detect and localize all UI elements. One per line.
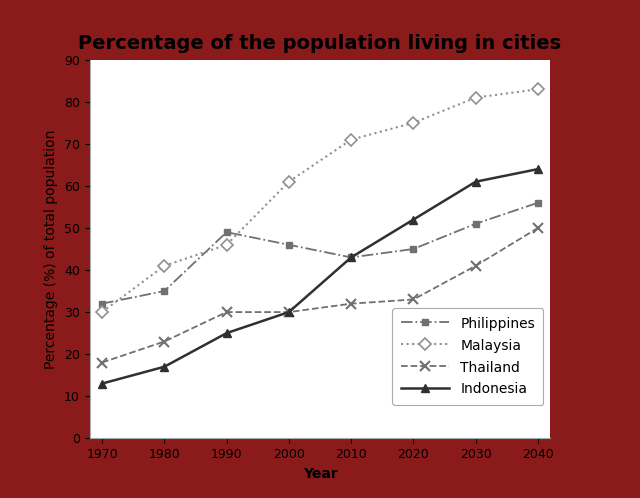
Indonesia bbox=[285, 309, 292, 315]
Indonesia bbox=[161, 364, 168, 370]
Thailand bbox=[161, 339, 168, 345]
Malaysia bbox=[98, 309, 106, 315]
Malaysia bbox=[472, 95, 479, 101]
Indonesia bbox=[223, 330, 230, 336]
Malaysia bbox=[223, 242, 230, 248]
Line: Malaysia: Malaysia bbox=[98, 85, 542, 316]
Philippines bbox=[472, 221, 479, 227]
Title: Percentage of the population living in cities: Percentage of the population living in c… bbox=[79, 34, 561, 53]
Thailand bbox=[348, 301, 355, 307]
Philippines bbox=[534, 200, 542, 206]
Malaysia bbox=[534, 86, 542, 92]
Thailand bbox=[410, 296, 417, 302]
Thailand bbox=[534, 225, 542, 231]
Malaysia bbox=[161, 263, 168, 269]
Thailand bbox=[285, 309, 292, 315]
Malaysia bbox=[285, 179, 292, 185]
Indonesia bbox=[348, 254, 355, 260]
Indonesia bbox=[472, 179, 479, 185]
Philippines bbox=[285, 242, 292, 248]
Thailand bbox=[223, 309, 230, 315]
Indonesia bbox=[98, 380, 106, 386]
Malaysia bbox=[410, 120, 417, 126]
Line: Thailand: Thailand bbox=[97, 223, 543, 368]
Philippines bbox=[223, 229, 230, 235]
Malaysia bbox=[348, 136, 355, 142]
Line: Indonesia: Indonesia bbox=[98, 165, 542, 388]
Legend: Philippines, Malaysia, Thailand, Indonesia: Philippines, Malaysia, Thailand, Indones… bbox=[392, 308, 543, 405]
Philippines bbox=[161, 288, 168, 294]
Thailand bbox=[98, 360, 106, 366]
Philippines bbox=[348, 254, 355, 260]
Y-axis label: Percentage (%) of total population: Percentage (%) of total population bbox=[44, 129, 58, 369]
Indonesia bbox=[534, 166, 542, 172]
Philippines bbox=[98, 301, 106, 307]
Thailand bbox=[472, 263, 479, 269]
X-axis label: Year: Year bbox=[303, 467, 337, 481]
Philippines bbox=[410, 246, 417, 252]
Indonesia bbox=[410, 217, 417, 223]
Line: Philippines: Philippines bbox=[99, 199, 541, 307]
